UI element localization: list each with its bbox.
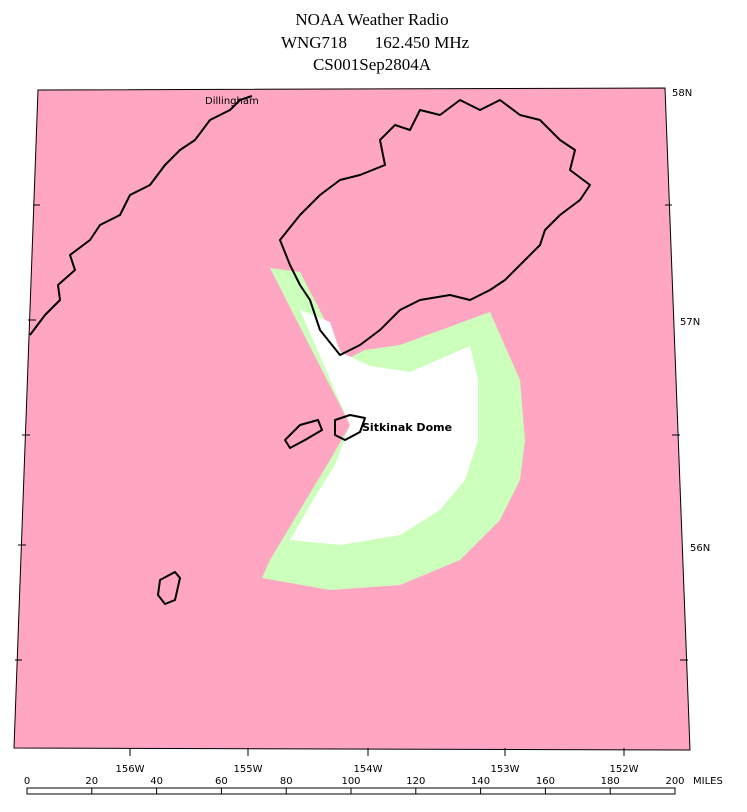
scale-label: 100 bbox=[341, 776, 360, 787]
latitude-label: 56N bbox=[690, 543, 710, 554]
scale-label: 20 bbox=[85, 776, 98, 787]
code: CS001Sep2804A bbox=[313, 55, 432, 74]
place-label: Sitkinak Dome bbox=[362, 421, 452, 434]
longitude-label: 155W bbox=[234, 764, 263, 775]
latitude-label: 57N bbox=[680, 317, 700, 328]
scale-label: 160 bbox=[536, 776, 555, 787]
longitude-label: 153W bbox=[491, 764, 520, 775]
scale-label: 120 bbox=[406, 776, 425, 787]
scale-bar bbox=[26, 787, 676, 795]
scale-label: 80 bbox=[280, 776, 293, 787]
island-outline bbox=[157, 571, 181, 605]
longitude-label: 154W bbox=[354, 764, 383, 775]
reliable-coverage bbox=[290, 310, 478, 545]
latitude-label: 58N bbox=[672, 88, 692, 99]
station: WNG718 bbox=[281, 33, 347, 52]
scale-label: 200 bbox=[665, 776, 684, 787]
title: NOAA Weather Radio bbox=[295, 10, 448, 29]
axis-labels: 58N 57N 56N 156W 155W 154W 153W 152W 0 20 40 60 80 10… bbox=[24, 88, 723, 794]
scale-label: 40 bbox=[150, 776, 163, 787]
place-label: Dillingham bbox=[205, 96, 259, 107]
longitude-label: 152W bbox=[610, 764, 639, 775]
graticule-ticks bbox=[15, 204, 688, 756]
coastline bbox=[29, 95, 253, 336]
island-outline bbox=[284, 414, 366, 449]
scale-label: 0 bbox=[24, 776, 30, 787]
frequency: 162.450 MHz bbox=[375, 33, 470, 52]
scale-label: 60 bbox=[215, 776, 228, 787]
scale-unit: MILES bbox=[693, 776, 723, 787]
island-outline bbox=[279, 99, 591, 356]
longitude-label: 156W bbox=[116, 764, 145, 775]
scale-label: 140 bbox=[471, 776, 490, 787]
scale-label: 180 bbox=[601, 776, 620, 787]
